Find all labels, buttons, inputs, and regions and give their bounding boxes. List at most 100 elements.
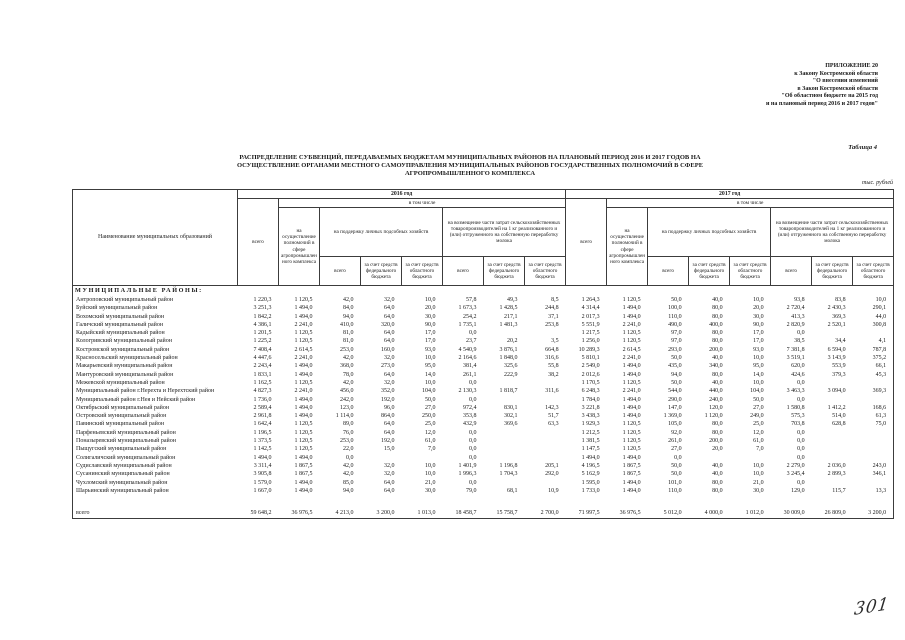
- value-cell: 413,3: [791, 313, 805, 320]
- column-header-milk-fed-2016: за счет средств федерального бюджета: [483, 256, 525, 286]
- value-cell: 38,2: [548, 371, 559, 378]
- column-header-lph-obl-2017: за счет средств областного бюджета: [729, 256, 772, 286]
- value-cell: 261,0: [668, 438, 682, 445]
- document-title: РАСПРЕДЕЛЕНИЕ СУБВЕНЦИЙ, ПЕРЕДАВАЕМЫХ БЮ…: [236, 154, 704, 177]
- value-cell: 64,0: [384, 305, 395, 312]
- value-cell: 30,0: [425, 313, 436, 320]
- value-cell: 3 200,0: [376, 509, 395, 516]
- value-cell: 0,0: [469, 479, 477, 486]
- row-name-cell: Парфеньевский муниципальный район: [76, 429, 176, 436]
- value-cell: 61,0: [753, 438, 764, 445]
- value-cell: 10,0: [425, 471, 436, 478]
- value-cell: 3,5: [551, 338, 559, 345]
- value-cell: [484, 329, 525, 337]
- value-cell: 34,4: [835, 338, 846, 345]
- value-cell: 0,0: [469, 396, 477, 403]
- value-cell: 94,0: [343, 313, 354, 320]
- table-row: Парфеньевский муниципальный район 1 196,5…: [73, 429, 894, 437]
- value-cell: 1 494,0: [622, 371, 641, 378]
- value-cell: 96,0: [384, 404, 395, 411]
- value-cell: 1 818,7: [499, 388, 518, 395]
- row-name-cell: Павинский муниципальный район: [76, 421, 165, 428]
- value-cell: 1 848,0: [499, 355, 518, 362]
- value-cell: 38,5: [794, 338, 805, 345]
- value-cell: 81,0: [343, 338, 354, 345]
- value-cell: 80,0: [712, 313, 723, 320]
- value-cell: 254,2: [463, 313, 477, 320]
- value-cell: 80,0: [712, 305, 723, 312]
- value-cell: 2 036,0: [827, 462, 846, 469]
- value-cell: 1 120,5: [294, 429, 313, 436]
- value-cell: 100,0: [668, 305, 682, 312]
- value-cell: 0,0: [469, 330, 477, 337]
- value-cell: 1 867,5: [622, 462, 641, 469]
- value-cell: 104,0: [750, 388, 764, 395]
- value-cell: 3 143,9: [827, 355, 846, 362]
- row-name-cell: Сусанинский муниципальный район: [76, 471, 170, 478]
- table-row: Муниципальный район г.Нерехта и Нерехтск…: [73, 387, 894, 395]
- value-cell: 1 120,5: [294, 421, 313, 428]
- value-cell: 253,8: [545, 321, 559, 328]
- table-row: Кологривский муниципальный район 1 225,2 1…: [73, 337, 894, 345]
- value-cell: 242,0: [340, 396, 354, 403]
- value-cell: 1 842,2: [253, 313, 272, 320]
- value-cell: 80,0: [712, 429, 723, 436]
- row-name-cell: Красносельский муниципальный район: [76, 355, 178, 362]
- value-cell: 325,6: [504, 363, 518, 370]
- value-cell: 5 162,9: [581, 471, 600, 478]
- units-label: тыс. рублей: [862, 180, 893, 186]
- value-cell: 15 758,7: [496, 509, 518, 516]
- value-cell: 10,0: [425, 379, 436, 386]
- value-cell: 123,0: [340, 404, 354, 411]
- value-cell: 83,8: [835, 297, 846, 303]
- value-cell: 66,1: [875, 363, 887, 370]
- row-name-cell: Вохомский муниципальный район: [76, 313, 165, 320]
- value-cell: 20,0: [712, 446, 723, 453]
- value-cell: 1 494,0: [294, 396, 313, 403]
- column-header-agro-2016: на осуществление полномочий в сфере агро…: [278, 207, 320, 286]
- value-cell: 30 009,0: [783, 509, 805, 516]
- value-cell: 85,0: [343, 479, 354, 486]
- value-cell: 5 551,9: [581, 321, 600, 328]
- table-row: Пыщугский муниципальный район 1 142,5 1 12…: [73, 445, 894, 453]
- value-cell: 79,0: [466, 487, 477, 494]
- value-cell: 2 700,0: [540, 509, 559, 516]
- value-cell: 2 241,0: [294, 388, 313, 395]
- value-cell: 1 929,3: [581, 421, 600, 428]
- column-header-total-2017: всего: [565, 198, 608, 286]
- column-header-agro-2017: на осуществление полномочий в сфере агро…: [606, 207, 649, 286]
- value-cell: 2 614,5: [622, 346, 641, 353]
- value-cell: 10,0: [425, 297, 436, 303]
- value-cell: 17,0: [753, 330, 764, 337]
- row-name-cell: Шарьинский муниципальный район: [76, 487, 169, 494]
- value-cell: 381,4: [463, 363, 477, 370]
- value-cell: 64,0: [384, 487, 395, 494]
- value-cell: 200,0: [709, 438, 723, 445]
- row-name-cell: Солигаличский муниципальный район: [76, 454, 176, 461]
- value-cell: 1 580,8: [786, 404, 805, 411]
- value-cell: 40,0: [712, 297, 723, 303]
- row-name-cell: Кадыйский муниципальный район: [76, 330, 165, 337]
- value-cell: 4 540,9: [458, 346, 477, 353]
- value-cell: 94,0: [343, 487, 354, 494]
- value-cell: [853, 329, 894, 337]
- value-cell: 160,0: [381, 346, 395, 353]
- value-cell: 30,0: [753, 487, 764, 494]
- value-cell: [853, 479, 894, 487]
- value-cell: 4 213,0: [335, 509, 354, 516]
- value-cell: 2 243,4: [253, 363, 272, 370]
- value-cell: 0,0: [469, 429, 477, 436]
- value-cell: 3 094,0: [827, 388, 846, 395]
- value-cell: 3 245,4: [786, 471, 805, 478]
- row-name-cell: всего: [76, 509, 90, 516]
- value-cell: 1 120,5: [622, 330, 641, 337]
- column-header-lph-total-2016: всего: [319, 256, 361, 286]
- value-cell: [853, 429, 894, 437]
- value-cell: [853, 437, 894, 445]
- value-cell: 1 494,0: [622, 479, 641, 486]
- value-cell: 200,0: [709, 346, 723, 353]
- value-cell: 147,0: [668, 404, 682, 411]
- value-cell: 250,0: [422, 413, 436, 420]
- value-cell: 3 438,3: [581, 413, 600, 420]
- value-cell: 32,0: [384, 471, 395, 478]
